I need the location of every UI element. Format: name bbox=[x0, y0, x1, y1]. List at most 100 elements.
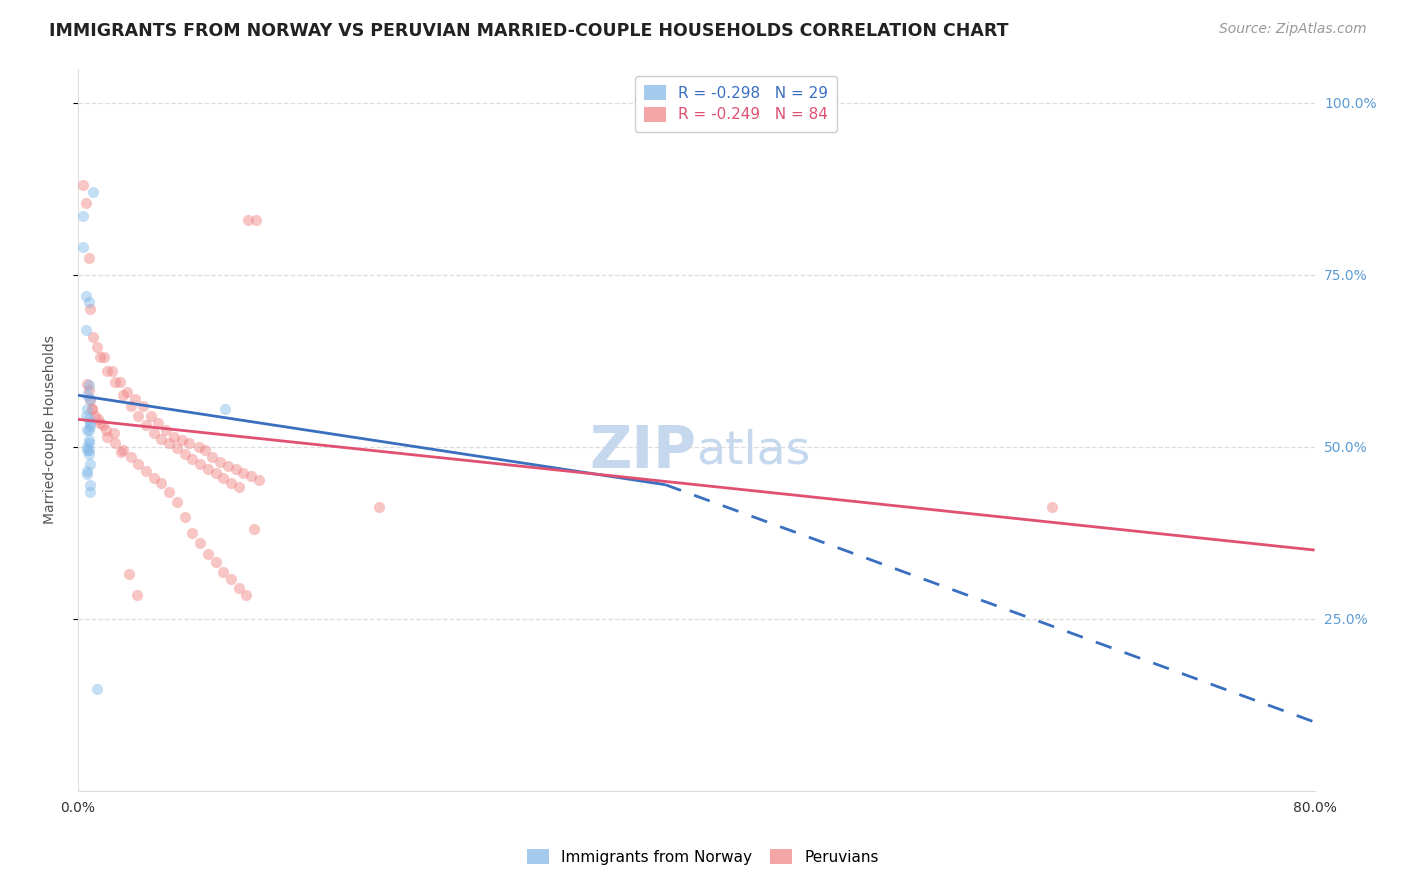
Point bbox=[127, 409, 149, 423]
Point bbox=[86, 681, 108, 696]
Point bbox=[77, 447, 100, 461]
Point bbox=[135, 464, 157, 478]
Point bbox=[219, 475, 242, 490]
Point bbox=[228, 581, 250, 595]
Point bbox=[194, 443, 217, 458]
Point bbox=[75, 409, 97, 423]
Point bbox=[219, 572, 242, 586]
Point bbox=[103, 426, 125, 441]
Point bbox=[235, 588, 257, 602]
Point bbox=[101, 364, 124, 378]
Point bbox=[76, 467, 98, 482]
Point bbox=[188, 457, 211, 471]
Point bbox=[117, 384, 139, 399]
Text: Source: ZipAtlas.com: Source: ZipAtlas.com bbox=[1219, 22, 1367, 37]
Point bbox=[139, 409, 162, 423]
Point bbox=[80, 402, 103, 417]
Point bbox=[77, 378, 100, 392]
Point bbox=[179, 436, 201, 450]
Point bbox=[87, 412, 110, 426]
Point bbox=[104, 436, 127, 450]
Point bbox=[142, 471, 165, 485]
Point bbox=[77, 412, 100, 426]
Point bbox=[72, 178, 94, 193]
Point bbox=[212, 471, 235, 485]
Point bbox=[96, 364, 118, 378]
Point bbox=[225, 462, 247, 476]
Point bbox=[173, 510, 195, 524]
Point bbox=[197, 462, 219, 476]
Point bbox=[79, 484, 101, 499]
Legend: R = -0.298   N = 29, R = -0.249   N = 84: R = -0.298 N = 29, R = -0.249 N = 84 bbox=[636, 76, 837, 132]
Point bbox=[75, 323, 97, 337]
Point bbox=[181, 452, 204, 467]
Point bbox=[166, 442, 188, 456]
Point bbox=[120, 450, 142, 465]
Point bbox=[79, 393, 101, 408]
Point bbox=[150, 475, 173, 490]
Point bbox=[228, 480, 250, 494]
Point bbox=[125, 588, 148, 602]
Point bbox=[108, 375, 131, 389]
Point bbox=[79, 392, 101, 406]
Point bbox=[91, 417, 114, 432]
Point bbox=[163, 429, 186, 443]
Point bbox=[76, 376, 98, 391]
Point bbox=[80, 402, 103, 417]
Point bbox=[75, 195, 97, 210]
Point bbox=[76, 423, 98, 437]
Point bbox=[82, 186, 104, 200]
Point bbox=[197, 547, 219, 561]
Point bbox=[245, 212, 267, 227]
Point bbox=[157, 484, 180, 499]
Point bbox=[77, 423, 100, 437]
Point bbox=[181, 525, 204, 540]
Point bbox=[89, 416, 111, 430]
Point bbox=[1040, 500, 1063, 515]
Point bbox=[142, 426, 165, 441]
Point bbox=[135, 417, 157, 432]
Point bbox=[124, 392, 146, 406]
Point bbox=[111, 443, 134, 458]
Point bbox=[214, 402, 236, 417]
Point bbox=[155, 423, 177, 437]
Point bbox=[75, 288, 97, 302]
Point bbox=[94, 423, 117, 437]
Point bbox=[96, 429, 118, 443]
Point bbox=[236, 212, 259, 227]
Point bbox=[77, 443, 100, 458]
Point bbox=[243, 523, 266, 537]
Point bbox=[120, 399, 142, 413]
Point bbox=[148, 416, 170, 430]
Point bbox=[247, 473, 270, 487]
Point bbox=[188, 536, 211, 550]
Point bbox=[76, 440, 98, 454]
Point bbox=[79, 302, 101, 317]
Point bbox=[82, 330, 104, 344]
Point bbox=[132, 399, 155, 413]
Point bbox=[77, 433, 100, 447]
Point bbox=[166, 495, 188, 509]
Point bbox=[209, 455, 232, 469]
Point bbox=[201, 450, 224, 465]
Point bbox=[89, 351, 111, 365]
Point bbox=[110, 445, 132, 459]
Point bbox=[76, 464, 98, 478]
Point bbox=[76, 388, 98, 402]
Point bbox=[150, 432, 173, 446]
Point bbox=[79, 416, 101, 430]
Point bbox=[72, 240, 94, 254]
Y-axis label: Married-couple Households: Married-couple Households bbox=[44, 335, 58, 524]
Point bbox=[127, 457, 149, 471]
Point bbox=[217, 459, 239, 474]
Point bbox=[84, 409, 107, 423]
Point bbox=[212, 565, 235, 579]
Point bbox=[173, 447, 195, 461]
Point bbox=[104, 375, 127, 389]
Point bbox=[77, 384, 100, 398]
Point bbox=[77, 251, 100, 265]
Text: atlas: atlas bbox=[696, 429, 810, 474]
Point bbox=[118, 567, 141, 582]
Point bbox=[79, 477, 101, 491]
Legend: Immigrants from Norway, Peruvians: Immigrants from Norway, Peruvians bbox=[522, 843, 884, 871]
